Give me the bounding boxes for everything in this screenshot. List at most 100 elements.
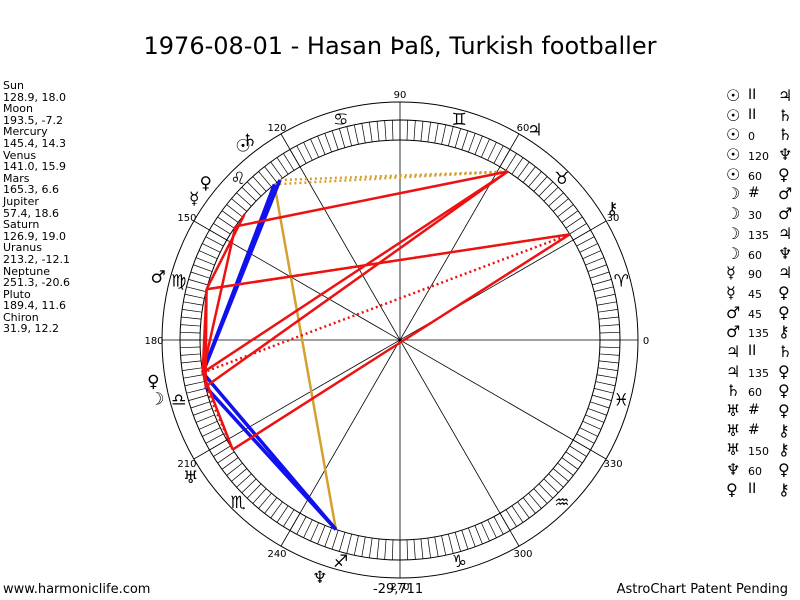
aspect-planet-icon: ⚷ (778, 440, 790, 460)
degree-tick (258, 492, 272, 509)
planet-name-pluto: Pluto (3, 287, 31, 301)
degree-tick (557, 204, 574, 218)
degree-label: 330 (603, 459, 622, 470)
degree-tick (180, 324, 201, 327)
aspect-planet-icon: ♃ (726, 341, 741, 361)
degree-tick (236, 192, 252, 207)
aspect-row: ☿ 45 ♀ (726, 283, 796, 303)
planet-pluto-icon: ♀ (147, 372, 159, 392)
degree-tick (213, 445, 231, 457)
degree-tick (406, 120, 409, 141)
aspect-planet-icon: ♄ (778, 105, 793, 125)
degree-tick (180, 346, 201, 349)
aspect-list: ☉ II ♃ ☉ II ♄ ☉ 0 ♄ ☉ 120 ♆ ☉ 60 ♀ ☽ # ♂ ☽ 30 ♂ ☽ 135 ♃ ☽ 60 ♆ ☿ 90 ♃… (726, 86, 796, 499)
aspect-line (274, 170, 508, 186)
footer-patent: AstroChart Patent Pending (616, 582, 788, 597)
degree-tick (565, 451, 583, 464)
degree-tick (454, 128, 461, 148)
degree-tick (361, 536, 366, 557)
aspect-planet-icon: ♀ (778, 381, 790, 401)
degree-tick (420, 538, 424, 559)
degree-tick (565, 216, 583, 229)
aspect-row: ☉ 0 ♄ (726, 125, 796, 145)
footer-website[interactable]: www.harmoniclife.com (3, 582, 151, 597)
aspect-planet-icon: ♆ (778, 145, 793, 165)
zodiac-sign-icon: ♋ (333, 110, 348, 130)
degree-tick (276, 157, 289, 175)
aspect-planet-icon: ☉ (726, 164, 741, 184)
degree-tick (592, 394, 612, 401)
aspect-line (201, 226, 237, 373)
degree-tick (434, 123, 439, 144)
aspect-row: ♅ # ⚷ (726, 421, 796, 441)
degree-tick (376, 538, 380, 559)
planet-name-jupiter: Jupiter (3, 194, 39, 208)
aspect-type: II (748, 480, 757, 497)
planet-coords-mars: 165.3, 6.6 (3, 183, 59, 197)
aspect-planet-icon: ☉ (726, 125, 741, 145)
planet-coords-pluto: 189.4, 11.6 (3, 299, 66, 313)
aspect-type: # (748, 421, 760, 438)
degree-tick (231, 468, 248, 482)
planet-name-saturn: Saturn (3, 218, 40, 232)
zodiac-sign-icon: ♓ (614, 390, 629, 410)
aspect-planet-icon: ♆ (778, 243, 793, 263)
degree-tick (579, 427, 598, 437)
aspect-row: ♅ # ♀ (726, 401, 796, 421)
chart-title: 1976-08-01 - Hasan Þaß, Turkish football… (143, 32, 657, 60)
aspect-type: II (748, 87, 757, 103)
aspect-planet-icon: ♂ (778, 184, 793, 204)
degree-tick (448, 126, 454, 147)
degree-tick (369, 122, 373, 142)
degree-tick (427, 122, 431, 142)
aspect-row: ☉ II ♄ (726, 106, 796, 126)
aspect-planet-icon: ♀ (778, 302, 790, 322)
degree-tick (585, 414, 605, 423)
planet-jupiter-icon: ♃ (527, 120, 542, 140)
degree-tick (517, 501, 530, 519)
degree-tick (599, 353, 620, 356)
aspect-line (204, 385, 338, 531)
degree-label: 240 (267, 549, 286, 560)
aspect-type: 60 (748, 465, 762, 479)
degree-tick (391, 539, 394, 560)
degree-tick (413, 539, 416, 560)
degree-tick (246, 483, 262, 499)
degree-tick (217, 216, 235, 229)
degree-tick (184, 293, 205, 299)
degree-tick (569, 223, 587, 235)
aspect-planet-icon: ☽ (726, 223, 741, 243)
aspect-row: ♃ 135 ♀ (726, 362, 796, 382)
degree-tick (561, 210, 579, 223)
aspect-line (205, 213, 246, 290)
degree-tick (543, 186, 559, 202)
degree-tick (221, 457, 239, 470)
zodiac-sign-icon: ♌ (230, 169, 245, 189)
degree-tick (264, 166, 278, 183)
aspect-planet-icon: ♀ (778, 401, 790, 420)
degree-tick (552, 468, 569, 482)
degree-tick (454, 532, 461, 552)
degree-tick (441, 124, 447, 145)
aspect-row: ♂ 45 ♀ (726, 303, 796, 323)
degree-tick (213, 223, 231, 235)
aspect-planet-icon: ☽ (726, 184, 741, 204)
degree-tick (184, 381, 205, 387)
planet-name-chiron: Chiron (3, 310, 39, 324)
degree-tick (599, 324, 620, 327)
aspect-line (201, 179, 282, 374)
aspect-planet-icon: ☉ (726, 145, 741, 165)
degree-tick (406, 539, 409, 560)
planet-name-sun: Sun (3, 79, 24, 92)
aspect-row: ☽ # ♂ (726, 184, 796, 204)
degree-tick (592, 279, 612, 286)
aspect-planet-icon: ♅ (726, 420, 741, 440)
degree-tick (595, 293, 616, 299)
aspect-type: 90 (748, 268, 762, 282)
degree-tick (241, 186, 257, 202)
degree-tick (198, 250, 218, 259)
degree-tick (310, 522, 319, 542)
degree-label: 0 (643, 336, 649, 347)
degree-tick (511, 157, 524, 175)
degree-tick (474, 135, 483, 155)
